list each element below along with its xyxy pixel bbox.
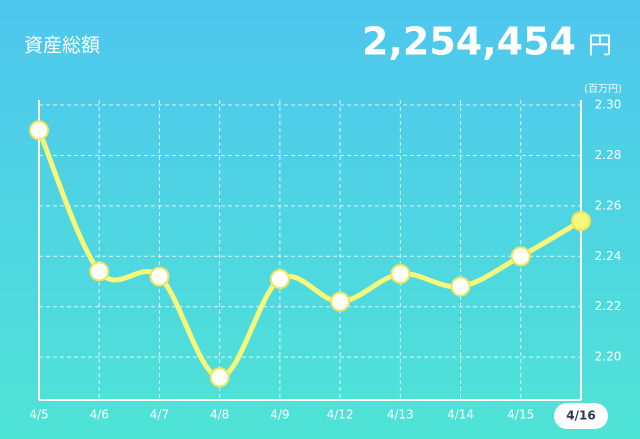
point xyxy=(269,268,290,289)
x-tick-label: 4/9 xyxy=(270,408,289,422)
total-unit: 円 xyxy=(588,31,612,59)
point xyxy=(149,266,170,287)
point xyxy=(390,263,411,284)
x-tick-label: 4/5 xyxy=(29,408,48,422)
point xyxy=(29,120,49,141)
y-tick-label: 2.30 xyxy=(595,98,622,112)
point xyxy=(89,261,110,282)
x-tick-label: 4/7 xyxy=(150,408,169,422)
y-tick-label: 2.22 xyxy=(595,299,622,313)
x-tick-label: 4/16 xyxy=(566,409,595,423)
point xyxy=(450,276,471,297)
y-tick-label: 2.20 xyxy=(595,350,622,364)
x-tick-label: 4/12 xyxy=(327,408,354,422)
y-tick-label: 2.28 xyxy=(595,148,622,162)
chart-title: 資産総額 xyxy=(24,35,100,57)
x-tick-label: 4/15 xyxy=(507,408,534,422)
total-value: 2,254,454 xyxy=(362,20,576,64)
y-unit: (百万円) xyxy=(584,83,622,95)
x-tick-label: 4/8 xyxy=(210,408,229,422)
y-tick-label: 2.24 xyxy=(595,249,622,263)
plot: 2.20 2.22 2.24 2.26 2.28 2.30 4/5 4/6 4/7 4/8 4/9 4… xyxy=(29,98,621,429)
point xyxy=(330,291,351,312)
x-tick-label: 4/14 xyxy=(447,408,474,422)
selected-pill xyxy=(554,403,608,429)
y-tick-label: 2.26 xyxy=(595,198,622,212)
point xyxy=(510,246,531,267)
x-tick-label: 4/13 xyxy=(387,408,414,422)
point xyxy=(571,211,591,232)
x-tick-label: 4/6 xyxy=(90,408,109,422)
point xyxy=(209,367,230,388)
